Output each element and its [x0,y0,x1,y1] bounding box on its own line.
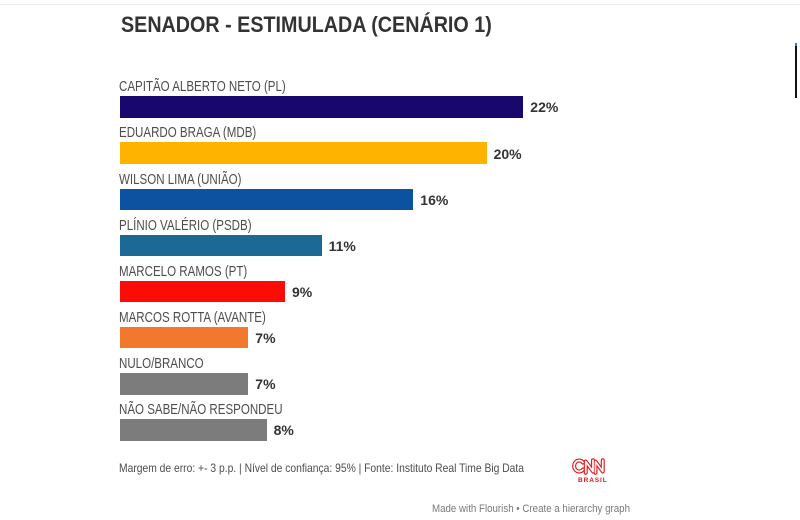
svg-text:BRASIL: BRASIL [578,476,608,483]
